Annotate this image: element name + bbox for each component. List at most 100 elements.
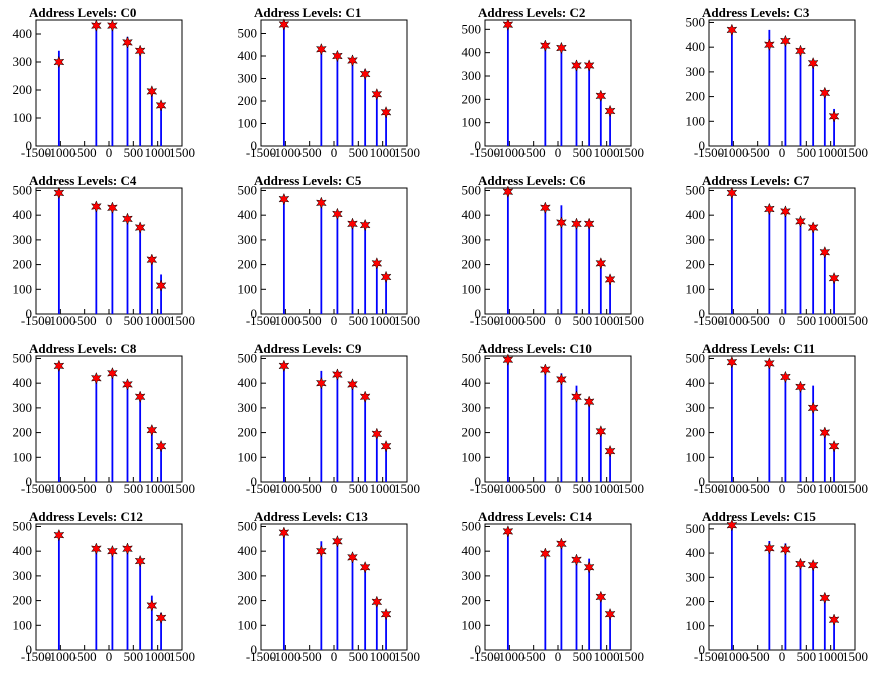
peak-marker <box>380 105 392 119</box>
peak-marker <box>278 359 290 373</box>
y-tick-label: 0 <box>251 474 258 489</box>
plot-frame <box>484 187 632 315</box>
x-tick-label: 500 <box>573 313 593 328</box>
chart-title: Address Levels: C14 <box>478 509 592 524</box>
peak-marker <box>106 366 118 380</box>
x-tick-label: 1500 <box>169 313 195 328</box>
plot-frame <box>260 355 408 483</box>
peak-marker <box>779 543 791 556</box>
peak-marker <box>595 89 607 103</box>
peak-marker <box>53 359 65 373</box>
y-tick-label: 0 <box>475 474 482 489</box>
x-tick-label: 0 <box>331 481 338 496</box>
peak-marker <box>828 110 840 123</box>
y-tick-label: 100 <box>238 281 258 296</box>
peak-marker <box>359 560 371 574</box>
y-tick-label: 100 <box>686 113 706 128</box>
peak-marker <box>583 59 595 72</box>
x-tick-label: 500 <box>349 481 369 496</box>
x-tick-label: -1500 <box>694 313 724 328</box>
x-tick-label: 1000 <box>145 145 171 160</box>
y-tick-label: 400 <box>462 207 482 222</box>
x-tick-label: 1000 <box>594 649 620 664</box>
x-tick-label: 500 <box>797 481 817 496</box>
x-tick-label: 1500 <box>169 481 195 496</box>
y-tick-label: 100 <box>238 116 258 131</box>
x-tick-label: 500 <box>124 481 144 496</box>
peak-marker <box>278 18 290 31</box>
y-tick-label: 500 <box>238 182 258 197</box>
x-tick-label: -1500 <box>470 313 500 328</box>
x-tick-label: 1500 <box>169 145 195 160</box>
peak-marker <box>779 34 791 48</box>
y-tick-label: 100 <box>686 449 706 464</box>
y-tick-label: 300 <box>686 64 706 79</box>
chart-panel: Address Levels: C30100200300400500-1500-… <box>686 5 869 160</box>
peak-marker <box>359 390 371 404</box>
x-tick-label: 1500 <box>618 313 644 328</box>
peak-marker <box>331 534 343 548</box>
x-tick-label: -1000 <box>718 481 748 496</box>
peak-marker <box>539 201 551 215</box>
y-tick-label: 200 <box>462 425 482 440</box>
y-tick-label: 500 <box>686 14 706 29</box>
y-tick-label: 300 <box>462 232 482 247</box>
y-tick-label: 200 <box>13 425 33 440</box>
peak-marker <box>53 528 65 542</box>
peak-marker <box>819 426 831 439</box>
peak-marker <box>146 423 158 437</box>
x-tick-label: 1000 <box>370 145 396 160</box>
peak-marker <box>726 23 738 37</box>
peak-marker <box>502 185 514 199</box>
chart-title: Address Levels: C15 <box>702 509 816 524</box>
x-tick-label: -1500 <box>21 649 51 664</box>
x-tick-label: -1500 <box>246 313 276 328</box>
y-tick-label: 0 <box>699 138 706 153</box>
plot-frame <box>708 187 856 315</box>
y-tick-label: 200 <box>686 89 706 104</box>
y-tick-label: 500 <box>13 350 33 365</box>
x-tick-label: 1000 <box>594 313 620 328</box>
y-tick-label: 0 <box>26 138 33 153</box>
x-tick-label: -500 <box>73 313 97 328</box>
y-tick-label: 400 <box>686 39 706 54</box>
x-tick-label: -1500 <box>470 649 500 664</box>
y-tick-label: 300 <box>238 568 258 583</box>
y-tick-label: 500 <box>238 518 258 533</box>
chart-title: Address Levels: C12 <box>29 509 143 524</box>
peak-marker <box>763 38 775 52</box>
peak-marker <box>819 591 831 605</box>
x-tick-label: 0 <box>555 481 562 496</box>
peak-marker <box>315 196 327 210</box>
x-tick-label: -500 <box>522 649 546 664</box>
x-tick-label: 1000 <box>370 481 396 496</box>
peak-marker <box>583 560 595 574</box>
y-tick-label: 0 <box>26 474 33 489</box>
peak-marker <box>828 613 840 627</box>
peak-marker <box>583 395 595 409</box>
peak-marker <box>595 425 607 438</box>
chart-panel: Address Levels: C10 0 100 200 300 400 500 -1500… <box>462 341 645 496</box>
y-tick-label: 500 <box>686 182 706 197</box>
chart-panel: Address Levels: C50100200300400500-1500-… <box>238 173 421 328</box>
x-tick-label: 500 <box>573 481 593 496</box>
peak-marker <box>807 56 819 70</box>
peak-marker <box>331 207 343 221</box>
peak-marker <box>807 221 819 234</box>
chart-title: Address Levels: C9 <box>254 341 362 356</box>
peak-marker <box>726 355 738 369</box>
y-tick-label: 200 <box>238 593 258 608</box>
x-tick-label: -500 <box>746 145 770 160</box>
x-tick-label: 0 <box>106 145 113 160</box>
x-tick-label: 500 <box>573 145 593 160</box>
peak-marker <box>122 36 133 49</box>
y-tick-label: 500 <box>13 182 33 197</box>
x-tick-label: -1000 <box>270 481 300 496</box>
peak-marker <box>146 85 158 98</box>
y-tick-label: 200 <box>238 257 258 272</box>
peak-marker <box>595 257 607 270</box>
chart-panel: Address Levels: C40100200300400500-1500-… <box>13 173 196 328</box>
y-tick-label: 200 <box>13 257 33 272</box>
chart-panel: Address Levels: C20100200300400500-1500-… <box>462 5 645 160</box>
peak-marker <box>371 427 383 441</box>
